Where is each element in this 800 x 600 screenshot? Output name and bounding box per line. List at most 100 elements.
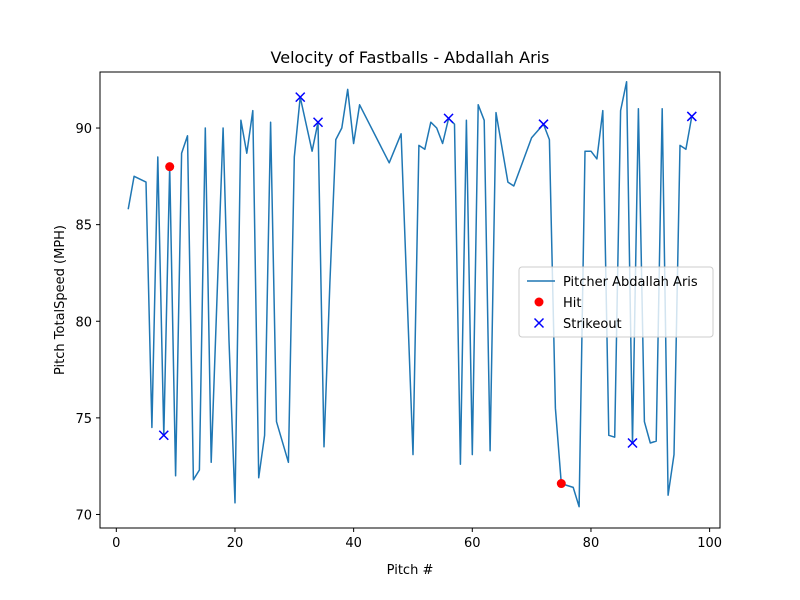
velocity-point <box>489 450 491 452</box>
velocity-point <box>460 463 462 465</box>
velocity-point <box>347 89 349 91</box>
legend-strikeout-marker <box>533 317 545 329</box>
y-tick-label: 90 <box>75 122 92 137</box>
velocity-point <box>311 150 313 152</box>
velocity-point <box>685 148 687 150</box>
velocity-point <box>246 152 248 154</box>
velocity-point <box>531 137 533 139</box>
velocity-point <box>602 110 604 112</box>
velocity-point <box>216 291 218 293</box>
velocity-point <box>566 485 568 487</box>
velocity-point <box>210 462 212 464</box>
velocity-point <box>240 120 242 122</box>
strikeout-marker <box>295 92 306 103</box>
x-tick-label: 60 <box>464 536 481 551</box>
strikeout-marker-stroke <box>538 119 549 130</box>
velocity-point <box>388 162 390 164</box>
x-axis-label: Pitch # <box>387 563 434 578</box>
strikeout-marker-stroke <box>313 117 324 128</box>
velocity-point <box>187 135 189 137</box>
series-line-velocity <box>127 80 693 508</box>
velocity-point <box>436 127 438 129</box>
velocity-point <box>222 127 224 129</box>
strikeout-marker-stroke <box>158 430 169 441</box>
tick-layer: 0 20 40 60 80 100 70 75 80 85 90 <box>75 122 722 551</box>
velocity-point <box>644 421 646 423</box>
y-tick-label: 85 <box>75 219 92 234</box>
velocity-point <box>127 208 129 210</box>
velocity-point <box>608 434 610 436</box>
strikeout-marker-stroke <box>295 92 306 103</box>
velocity-point <box>454 123 456 125</box>
velocity-point <box>193 479 195 481</box>
velocity-point <box>626 81 628 83</box>
data-layer <box>127 80 697 508</box>
velocity-point <box>679 145 681 147</box>
strikeout-marker <box>538 119 549 130</box>
velocity-point <box>205 127 207 129</box>
velocity-point <box>477 104 479 106</box>
velocity-point <box>252 110 254 112</box>
velocity-point <box>572 487 574 489</box>
strikeout-marker <box>686 111 697 122</box>
velocity-point <box>471 454 473 456</box>
velocity-point <box>655 440 657 442</box>
velocity-point <box>335 139 337 141</box>
strikeout-marker <box>627 437 638 449</box>
velocity-point <box>418 145 420 147</box>
y-tick-label: 70 <box>75 508 92 523</box>
velocity-point <box>483 120 485 122</box>
plot-frame <box>99 71 721 529</box>
velocity-point <box>276 421 278 423</box>
legend-entry-hit: Hit <box>563 296 581 311</box>
velocity-point <box>359 104 361 106</box>
velocity-point <box>181 152 183 154</box>
velocity-point <box>288 462 290 464</box>
velocity-point <box>513 185 515 187</box>
y-axis-label: Pitch TotalSpeed (MPH) <box>53 225 68 375</box>
velocity-point <box>507 181 509 183</box>
velocity-point <box>620 110 622 112</box>
velocity-point <box>596 158 598 160</box>
hit-marker <box>556 479 566 489</box>
hit-marker <box>165 162 175 172</box>
velocity-point <box>228 340 230 342</box>
velocity-point <box>341 127 343 129</box>
velocity-point <box>353 143 355 145</box>
velocity-point <box>424 148 426 150</box>
velocity-point <box>323 446 325 448</box>
x-tick-label: 40 <box>345 536 362 551</box>
velocity-point <box>400 133 402 135</box>
velocity-point <box>638 108 640 110</box>
legend: Pitcher Abdallah Aris Hit Strikeout <box>518 266 714 338</box>
legend-hit-marker <box>534 297 544 307</box>
velocity-point <box>495 112 497 114</box>
velocity-point <box>649 442 651 444</box>
x-tick-label: 80 <box>583 536 600 551</box>
velocity-point <box>329 282 331 284</box>
x-tick-label: 100 <box>697 536 722 551</box>
x-tick-label: 20 <box>227 536 244 551</box>
strikeout-marker <box>158 430 169 441</box>
strikeout-marker <box>313 117 324 128</box>
velocity-point <box>234 502 236 504</box>
velocity-point <box>466 120 468 122</box>
velocity-point <box>442 143 444 145</box>
velocity-point <box>578 506 580 508</box>
x-tick-label: 0 <box>112 536 120 551</box>
velocity-point <box>294 156 296 158</box>
velocity-point <box>145 181 147 183</box>
velocity-point <box>661 108 663 110</box>
velocity-point <box>412 454 414 456</box>
velocity-point <box>157 156 159 158</box>
y-tick-label: 75 <box>75 412 92 427</box>
legend-entry-strikeout: Strikeout <box>563 317 622 332</box>
velocity-point <box>175 475 177 477</box>
velocity-point <box>673 454 675 456</box>
legend-entry-line: Pitcher Abdallah Aris <box>563 275 698 290</box>
strikeout-marker <box>443 113 454 124</box>
legend-box <box>518 266 714 338</box>
velocity-point <box>270 121 272 123</box>
velocity-point <box>667 494 669 496</box>
